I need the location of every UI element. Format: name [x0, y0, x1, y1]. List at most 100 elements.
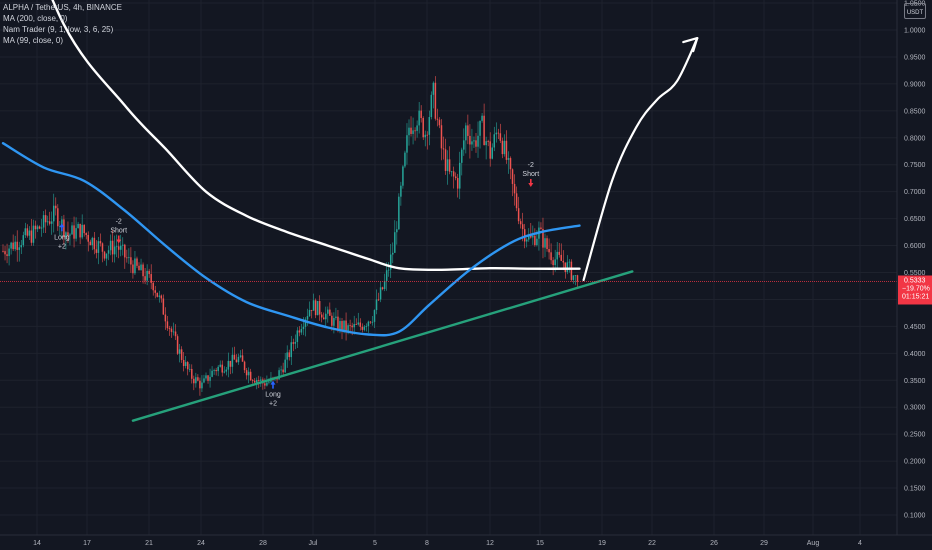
candle-body: [8, 248, 10, 257]
time-axis: 14 17 21 24 28 Jul 5 8 12 15 19 22 26 29 Aug 4: [33, 540, 862, 547]
candle-body: [243, 361, 246, 371]
candle-body: [85, 233, 87, 235]
bar-countdown: 01:15:21: [902, 293, 929, 300]
candle-body: [467, 125, 469, 136]
candle-body: [389, 254, 392, 270]
candle-body: [343, 320, 345, 331]
candle-body: [253, 380, 256, 383]
candle-body: [392, 252, 394, 255]
candle-body: [36, 226, 39, 230]
candle-body: [290, 342, 293, 358]
ma99-line: [1, 142, 581, 337]
candle-body: [398, 196, 400, 230]
candle-body: [310, 310, 313, 311]
time-axis-background[interactable]: [0, 535, 897, 550]
candle-body: [44, 215, 47, 223]
long-arrow-icon: [59, 223, 65, 232]
candle-body: [534, 235, 536, 246]
candle-body: [122, 244, 124, 246]
candle-body: [440, 125, 443, 149]
candle-body: [55, 205, 57, 209]
time-tick-label: 15: [536, 540, 544, 547]
price-tick-label: 0.7000: [904, 189, 926, 196]
candle-body: [475, 140, 477, 147]
candle-body: [178, 349, 181, 354]
candle-body: [432, 82, 435, 95]
candle-body: [523, 229, 526, 242]
candle-body: [404, 152, 406, 167]
candle-body: [144, 276, 146, 281]
candle-body: [113, 246, 116, 255]
candle-body: [231, 354, 234, 367]
candle-body: [34, 225, 37, 230]
price-tick-label: 0.4500: [904, 324, 926, 331]
candle-body: [375, 299, 378, 311]
candle-body: [111, 240, 114, 255]
symbol-title[interactable]: ALPHA / TetherUS, 4h, BINANCE: [3, 3, 123, 12]
candle-body: [292, 342, 295, 344]
candle-body: [473, 140, 475, 142]
time-tick-label: 17: [83, 540, 91, 547]
candle-body: [333, 317, 335, 326]
candle-body: [428, 117, 431, 135]
candle-body: [124, 244, 126, 258]
candle-body: [258, 380, 260, 381]
candle-body: [209, 376, 211, 381]
candle-body: [146, 270, 148, 281]
candle-body: [166, 321, 169, 329]
price-axis-background[interactable]: [897, 0, 932, 535]
candle-body: [471, 141, 473, 145]
candle-body: [306, 316, 309, 320]
candle-body: [16, 241, 18, 250]
moving-averages: [1, 0, 581, 337]
candle-body: [381, 287, 384, 289]
candle-body: [193, 378, 195, 384]
candle-body: [515, 193, 518, 209]
candle-body: [247, 371, 250, 376]
candle-body: [42, 215, 45, 228]
price-tick-label: 0.4000: [904, 351, 926, 358]
price-tick-label: 0.9000: [904, 81, 926, 88]
candle-body: [89, 241, 92, 246]
candle-body: [46, 221, 49, 223]
price-tick-label: 0.8000: [904, 135, 926, 142]
candle-body: [184, 362, 187, 366]
price-tick-label: 0.1500: [904, 486, 926, 493]
candle-body: [95, 249, 98, 253]
candle-body: [450, 171, 453, 173]
candle-body: [213, 369, 215, 371]
candle-body: [239, 355, 242, 357]
candle-body: [491, 147, 493, 159]
candle-body: [459, 162, 461, 189]
candle-body: [562, 260, 565, 263]
candle-body: [117, 246, 120, 250]
candle-body: [347, 325, 349, 331]
time-tick-label: Jul: [309, 540, 318, 547]
price-tick-label: 0.8500: [904, 108, 926, 115]
candle-body: [59, 226, 61, 227]
candle-body: [442, 148, 445, 150]
candle-body: [568, 261, 571, 263]
candle-body: [172, 331, 175, 333]
last-price-label: 0.5333 −19.70% 01:15:21: [898, 275, 932, 305]
candle-body: [329, 309, 331, 316]
indicator-ma99[interactable]: MA (99, close, 0): [3, 36, 64, 45]
candle-body: [322, 317, 325, 320]
candle-body: [556, 251, 558, 260]
candle-body: [396, 229, 398, 233]
indicator-ma200[interactable]: MA (200, close, 0): [3, 14, 68, 23]
candle-body: [469, 135, 471, 145]
candle-body: [170, 328, 173, 332]
quote-currency-badge[interactable]: ··· USDT: [904, 3, 926, 19]
candle-body: [105, 253, 108, 259]
indicator-nam-trader[interactable]: Nam Trader (9, 1, low, 3, 6, 25): [3, 25, 114, 34]
candle-body: [383, 280, 386, 289]
candle-body: [436, 118, 439, 120]
candle-body: [211, 370, 213, 377]
candle-body: [444, 149, 447, 171]
candle-body: [402, 166, 404, 186]
candle-body: [302, 326, 305, 329]
candle-body: [536, 238, 538, 246]
candle-body: [20, 245, 23, 248]
